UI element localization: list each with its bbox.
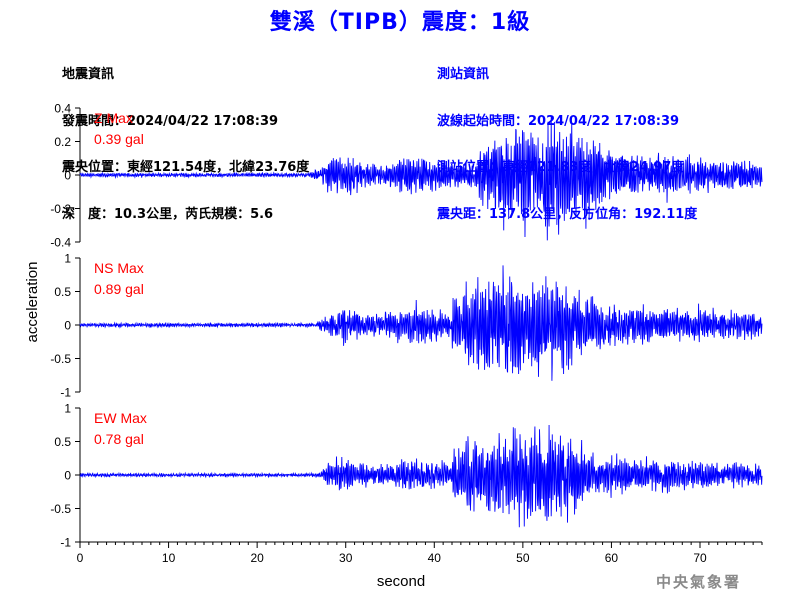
waveform-trace-z (79, 116, 763, 241)
x-axis-title: second (377, 573, 425, 590)
y-tick-label-ns: 0 (64, 319, 71, 333)
y-tick-label-ns: -1 (60, 386, 71, 400)
waveform-trace-ns (79, 265, 763, 381)
y-tick-label-ew: 1 (64, 402, 71, 416)
y-tick-label-z: 0 (64, 169, 71, 183)
x-tick-label: 0 (77, 551, 84, 565)
y-tick-label-ns: 0.5 (54, 285, 71, 299)
chart-title: 雙溪（TIPB）震度：1級 (269, 10, 531, 35)
component-max-label-ns: NS Max (94, 260, 144, 276)
y-tick-label-z: -0.4 (50, 236, 71, 250)
y-tick-label-ew: -0.5 (50, 502, 71, 516)
component-max-value-ew: 0.78 gal (94, 431, 144, 447)
y-tick-label-ew: 0 (64, 469, 71, 483)
epicenter-location: 震央位置：東經121.54度，北緯23.76度 (62, 160, 310, 175)
y-axis-title: acceleration (24, 262, 41, 343)
component-max-label-ew: EW Max (94, 410, 147, 426)
y-tick-label-z: 0.2 (54, 135, 71, 149)
distance-azimuth: 震央距：137.8公里，反方位角：192.11度 (437, 206, 698, 222)
wave-start-time: 波線起始時間：2024/04/22 17:08:39 (437, 113, 680, 129)
x-tick-label: 20 (250, 551, 264, 565)
event-info-block: 地震資訊 發震時間：2024/04/22 17:08:39 震央位置：東經121… (62, 36, 309, 238)
y-tick-label-ns: -0.5 (50, 352, 71, 366)
depth-magnitude: 深 度：10.3公里，芮氏規模：5.6 (62, 206, 274, 222)
component-max-value-z: 0.39 gal (94, 131, 144, 147)
x-tick-label: 10 (162, 551, 176, 565)
y-tick-label-z: -0.2 (50, 202, 71, 216)
y-tick-label-ns: 1 (64, 252, 71, 266)
y-tick-label-z: 0.4 (54, 102, 71, 116)
station-info-heading: 測站資訊 (437, 67, 490, 82)
agency-watermark: 中央氣象署 (656, 573, 742, 591)
y-tick-label-ew: 0.5 (54, 435, 71, 449)
y-tick-label-ew: -1 (60, 536, 71, 550)
station-info-block: 測站資訊 波線起始時間：2024/04/22 17:08:39 測站位置：東經1… (437, 36, 697, 238)
waveform-trace-ew (79, 424, 763, 528)
x-tick-label: 40 (428, 551, 442, 565)
component-max-label-z: Z Max (94, 110, 133, 126)
component-max-value-ns: 0.89 gal (94, 281, 144, 297)
x-tick-label: 70 (693, 551, 707, 565)
x-tick-label: 60 (605, 551, 619, 565)
x-tick-label: 30 (339, 551, 353, 565)
event-info-heading: 地震資訊 (62, 67, 115, 82)
x-tick-label: 50 (516, 551, 530, 565)
origin-time: 發震時間：2024/04/22 17:08:39 (62, 113, 279, 129)
